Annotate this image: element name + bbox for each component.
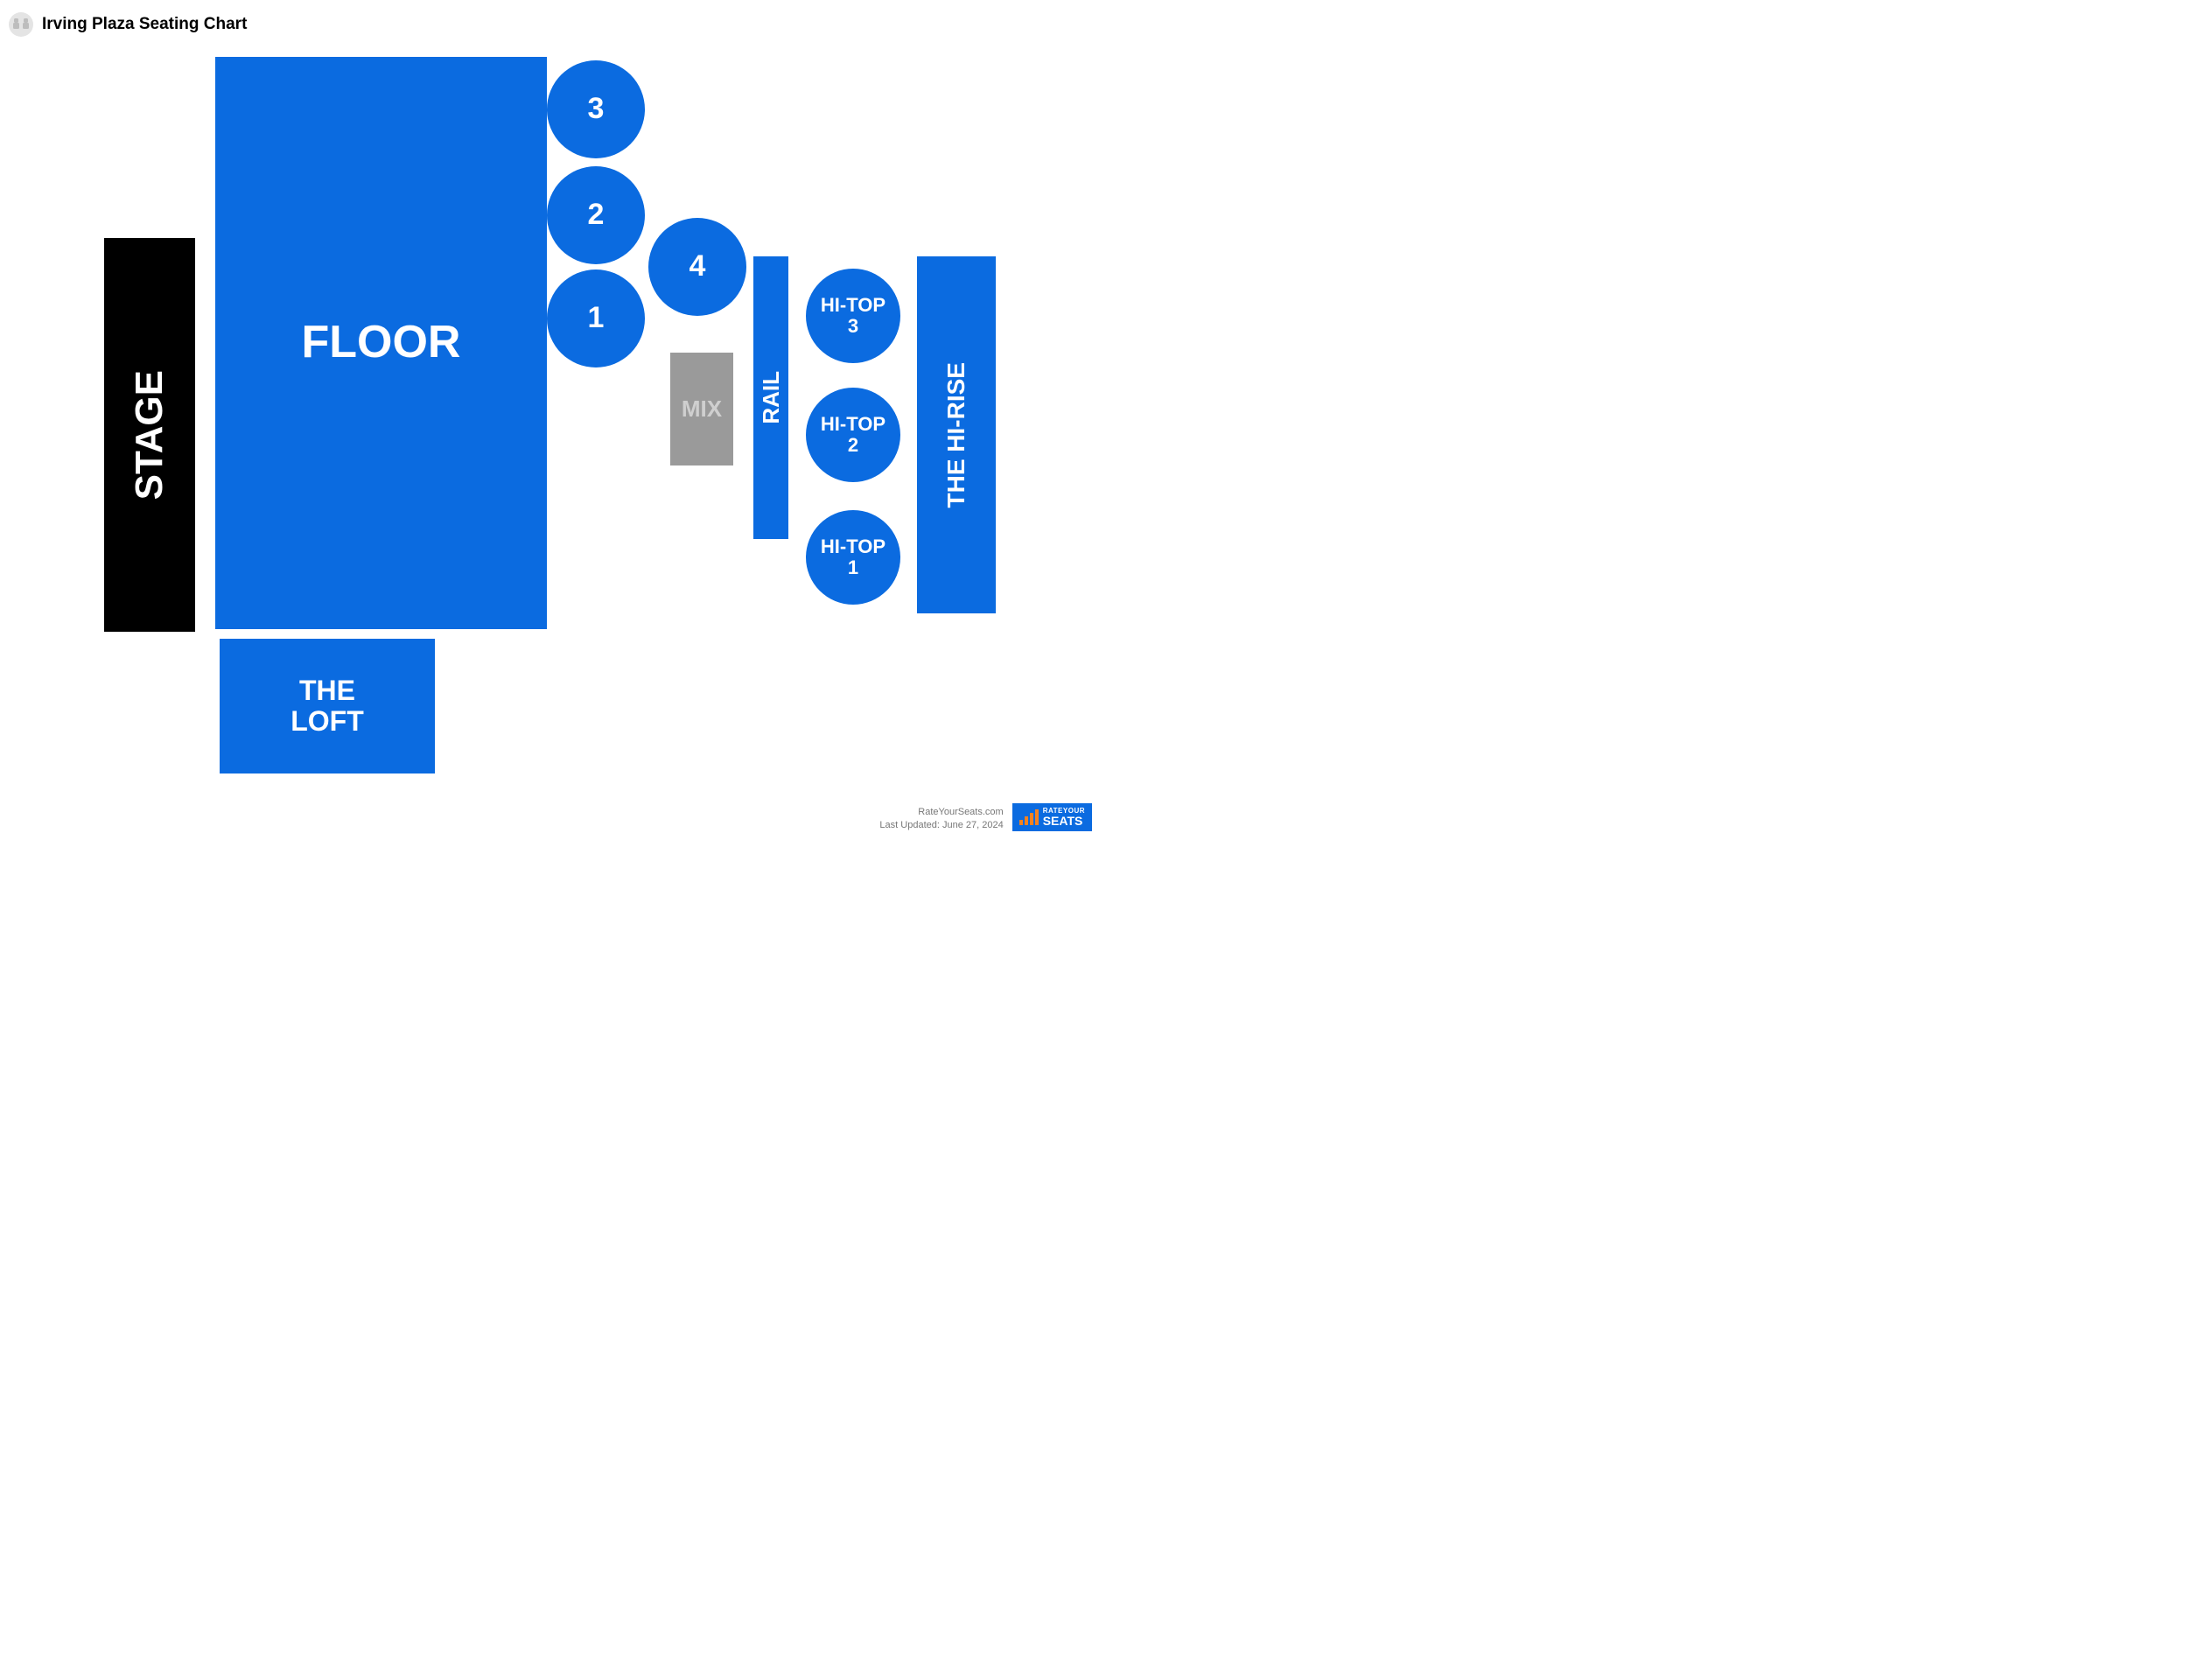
hitop-2[interactable]: HI-TOP 2	[806, 388, 900, 482]
page-title: Irving Plaza Seating Chart	[42, 15, 247, 34]
table-4[interactable]: 4	[648, 218, 746, 316]
seating-chart-canvas: Irving Plaza Seating Chart STAGE FLOOR T…	[0, 0, 1102, 840]
table-1[interactable]: 1	[547, 270, 645, 368]
site-logo-icon	[9, 12, 33, 37]
badge-line2: SEATS	[1043, 815, 1085, 827]
header: Irving Plaza Seating Chart	[9, 12, 247, 37]
hitop-3[interactable]: HI-TOP 3	[806, 269, 900, 363]
table-3[interactable]: 3	[547, 60, 645, 158]
bars-icon	[1019, 809, 1039, 825]
section-mix: MIX	[670, 353, 733, 466]
table-2[interactable]: 2	[547, 166, 645, 264]
footer-site: RateYourSeats.com	[879, 806, 1003, 818]
section-hirise[interactable]: THE HI-RISE	[917, 256, 996, 613]
footer-updated: Last Updated: June 27, 2024	[879, 819, 1003, 831]
section-loft[interactable]: THE LOFT	[220, 639, 435, 774]
section-stage[interactable]: STAGE	[104, 238, 195, 632]
footer: RateYourSeats.com Last Updated: June 27,…	[879, 803, 1092, 831]
section-rail[interactable]: RAIL	[753, 256, 788, 539]
section-floor[interactable]: FLOOR	[215, 57, 547, 629]
brand-badge: RATEYOUR SEATS	[1012, 803, 1092, 831]
hitop-1[interactable]: HI-TOP 1	[806, 510, 900, 605]
